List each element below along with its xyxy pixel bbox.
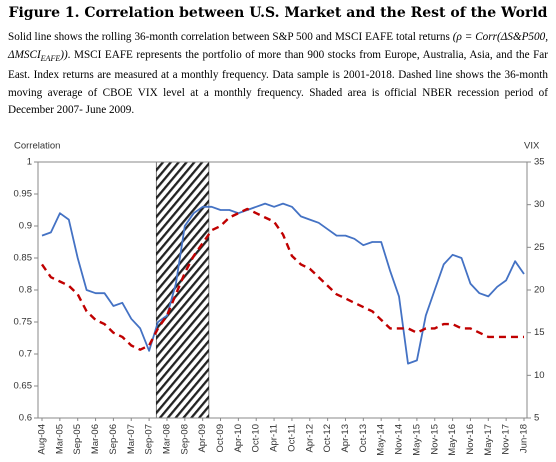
x-tick-label: Apr-09 [197, 424, 208, 453]
y2-tick-label: 10 [534, 370, 545, 381]
y-tick-label: 0.85 [14, 253, 33, 264]
x-tick-label: Oct-10 [251, 424, 262, 453]
x-tick-label: May-16 [447, 424, 458, 456]
x-tick-label: Sep-05 [72, 424, 83, 455]
x-tick-label: Oct-11 [286, 424, 297, 452]
x-tick-label: Apr-13 [340, 424, 351, 453]
x-tick-label: Apr-12 [304, 424, 315, 453]
x-tick-label: Mar-05 [54, 424, 65, 454]
caption: Solid line shows the rolling 36-month co… [8, 29, 548, 120]
x-tick-label: Nov-15 [429, 424, 440, 455]
x-tick-label: Mar-06 [90, 424, 101, 454]
x-tick-label: Sep-08 [179, 424, 190, 455]
x-tick-label: Nov-16 [465, 424, 476, 455]
y-tick-label: 1 [27, 157, 32, 168]
y-tick-label: 0.65 [14, 381, 33, 392]
y2-axis-label: VIX [524, 141, 540, 152]
y2-tick-label: 20 [534, 285, 545, 296]
y2-tick-label: 25 [534, 242, 545, 253]
y-tick-label: 0.7 [19, 349, 32, 360]
y-tick-label: 0.75 [14, 317, 33, 328]
x-tick-label: Aug-04 [37, 424, 48, 455]
figure-title: Figure 1. Correlation between U.S. Marke… [8, 5, 548, 21]
y-tick-label: 0.8 [19, 285, 32, 296]
recession-shade [155, 161, 210, 419]
x-tick-label: Oct-13 [358, 424, 369, 453]
plot-frame [37, 161, 528, 419]
x-tick-label: Apr-10 [233, 424, 244, 453]
y-tick-label: 0.6 [19, 413, 32, 424]
x-tick-label: Nov-17 [501, 424, 512, 455]
y2-tick-label: 30 [534, 199, 545, 210]
x-tick-label: Apr-11 [269, 424, 280, 452]
y2-tick-label: 15 [534, 327, 545, 338]
y2-tick-label: 5 [534, 413, 539, 424]
y-axis-label: Correlation [14, 141, 60, 152]
x-tick-label: Mar-07 [126, 424, 137, 454]
x-tick-label: Oct-12 [322, 424, 333, 453]
y-tick-label: 0.95 [14, 189, 33, 200]
x-tick-label: Jun-18 [519, 424, 530, 453]
y2-tick-label: 35 [534, 157, 545, 168]
solid-line [41, 202, 525, 365]
caption-math: )) [60, 48, 68, 61]
x-tick-label: Mar-08 [161, 424, 172, 454]
x-tick-label: Sep-06 [108, 424, 119, 455]
x-tick-label: Nov-14 [394, 424, 405, 455]
x-tick-label: Oct-09 [215, 424, 226, 453]
x-tick-label: Sep-07 [144, 424, 155, 455]
caption-math: (ρ = Corr(ΔS&P500, ΔMSCI [8, 31, 548, 61]
x-tick-label: May-17 [483, 424, 494, 456]
x-tick-label: May-14 [376, 424, 387, 456]
y-tick-label: 0.9 [19, 221, 32, 232]
dashed-line [41, 207, 524, 351]
caption-math-sub: EAFE [40, 53, 61, 63]
caption-text: . MSCI EAFE represents the portfolio of … [8, 48, 548, 117]
x-tick-label: May-15 [411, 424, 422, 456]
caption-text: Solid line shows the rolling 36-month co… [8, 31, 453, 43]
